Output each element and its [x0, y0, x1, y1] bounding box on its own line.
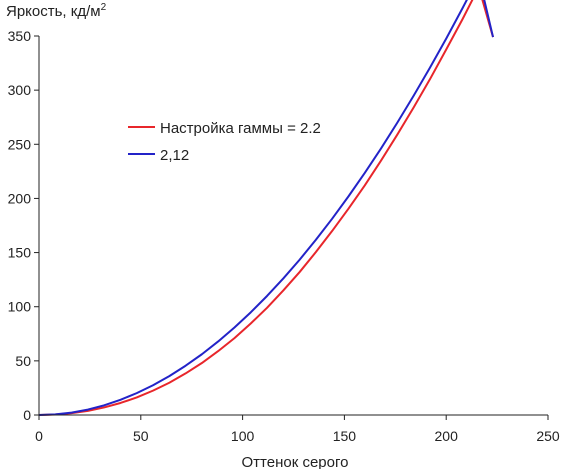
x-ticks: 0 50 100 150 200 250 [35, 415, 560, 444]
legend-label-series-2: 2,12 [160, 147, 189, 164]
legend: Настройка гаммы = 2.2 2,12 [128, 120, 321, 164]
x-tick-label: 200 [435, 428, 459, 444]
legend-label-series-1: Настройка гаммы = 2.2 [160, 120, 321, 137]
y-axis-title: Яркость, кд/м2 [6, 2, 107, 20]
plot-lines [38, 0, 495, 416]
axes [38, 36, 548, 416]
y-ticks: 0 50 100 150 200 250 300 350 [8, 28, 39, 423]
y-axis-title-main: Яркость, кд/м [6, 3, 101, 20]
x-tick-label: 0 [35, 428, 43, 444]
y-tick-label: 350 [8, 28, 32, 44]
y-tick-label: 150 [8, 245, 32, 261]
y-tick-label: 50 [15, 353, 31, 369]
x-tick-label: 250 [536, 428, 560, 444]
y-axis-title-superscript: 2 [101, 2, 107, 13]
y-tick-label: 100 [8, 299, 32, 315]
x-tick-label: 150 [333, 428, 357, 444]
series-line-1 [38, 0, 494, 416]
y-tick-label: 300 [8, 82, 32, 98]
x-tick-label: 100 [231, 428, 255, 444]
y-tick-label: 200 [8, 190, 32, 206]
x-tick-label: 50 [133, 428, 149, 444]
x-axis-title: Оттенок серого [242, 454, 349, 469]
y-tick-label: 0 [23, 407, 31, 423]
series-line-2 [38, 0, 495, 416]
y-tick-label: 250 [8, 136, 32, 152]
